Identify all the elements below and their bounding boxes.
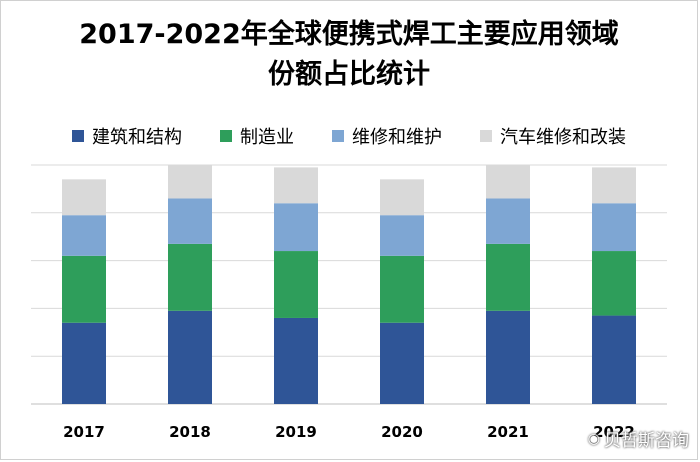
weibo-icon: ◉ [587,430,600,447]
bar-segment-2022-s3 [592,167,636,204]
bar-segment-2018-s1 [168,243,212,311]
legend-item-auto-repair: 汽车维修和改装 [480,123,626,149]
x-tick-label-2020: 2020 [381,423,423,441]
watermark: ◉ 贝哲斯咨询 [587,426,689,452]
bar-segment-2022-s0 [592,315,636,404]
bar-segment-2017-s3 [62,179,106,216]
legend-label-maintenance: 维修和维护 [352,127,442,148]
chart-legend: 建筑和结构 制造业 维修和维护 汽车维修和改装 [1,123,697,149]
x-tick-label-2017: 2017 [63,423,105,441]
bar-segment-2022-s1 [592,251,636,316]
legend-label-building: 建筑和结构 [92,127,182,148]
bar-segment-2020-s0 [380,322,424,404]
bar-segment-2017-s0 [62,322,106,404]
chart-title-line-2: 份额占比统计 [268,59,430,90]
legend-swatch-auto-repair [480,130,492,142]
legend-label-manufacturing: 制造业 [240,127,294,148]
x-tick-label-2019: 2019 [275,423,317,441]
x-tick-label-2021: 2021 [487,423,529,441]
bar-segment-2022-s2 [592,203,636,252]
bar-segment-2019-s1 [274,251,318,318]
bar-segment-2017-s2 [62,215,106,256]
watermark-text: 贝哲斯咨询 [604,431,689,451]
chart-title-line-1: 2017-2022年全球便携式焊工主要应用领域 [79,19,619,50]
bar-segment-2019-s3 [274,167,318,204]
legend-item-maintenance: 维修和维护 [332,123,442,149]
bar-segment-2018-s0 [168,310,212,404]
legend-swatch-building [72,130,84,142]
bar-segment-2021-s1 [486,243,530,311]
bar-segment-2020-s2 [380,215,424,256]
legend-item-building: 建筑和结构 [72,123,182,149]
legend-label-auto-repair: 汽车维修和改装 [500,127,626,148]
bar-segment-2017-s1 [62,255,106,323]
chart-title: 2017-2022年全球便携式焊工主要应用领域 份额占比统计 [1,15,697,95]
bar-segment-2019-s0 [274,317,318,404]
bar-segment-2019-s2 [274,203,318,252]
bar-segment-2021-s2 [486,198,530,244]
x-tick-label-2022: 2022 [593,423,635,441]
legend-swatch-manufacturing [220,130,232,142]
bar-segment-2020-s1 [380,255,424,323]
legend-item-manufacturing: 制造业 [220,123,294,149]
bar-segment-2021-s3 [486,165,530,199]
bar-segment-2020-s3 [380,179,424,216]
bar-segment-2021-s0 [486,310,530,404]
x-tick-label-2018: 2018 [169,423,211,441]
bar-segment-2018-s3 [168,165,212,199]
legend-swatch-maintenance [332,130,344,142]
bar-segment-2018-s2 [168,198,212,244]
